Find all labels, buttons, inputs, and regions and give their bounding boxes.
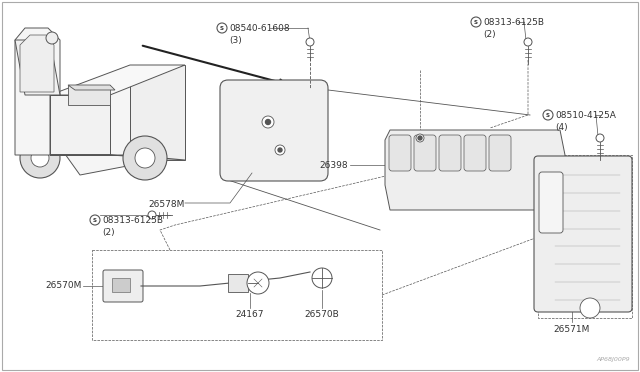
Text: (2): (2): [102, 228, 115, 237]
Circle shape: [31, 149, 49, 167]
Polygon shape: [68, 85, 110, 105]
Circle shape: [312, 268, 332, 288]
Circle shape: [135, 148, 155, 168]
FancyBboxPatch shape: [539, 172, 563, 233]
Polygon shape: [50, 155, 185, 160]
Circle shape: [580, 298, 600, 318]
Text: 08540-61608: 08540-61608: [229, 23, 290, 32]
Circle shape: [471, 17, 481, 27]
Polygon shape: [385, 130, 565, 210]
FancyBboxPatch shape: [103, 270, 143, 302]
FancyBboxPatch shape: [439, 135, 461, 171]
FancyBboxPatch shape: [534, 156, 632, 312]
Text: 08510-4125A: 08510-4125A: [555, 110, 616, 119]
FancyBboxPatch shape: [389, 135, 411, 171]
Circle shape: [266, 119, 271, 125]
Circle shape: [20, 138, 60, 178]
Polygon shape: [130, 65, 185, 160]
Polygon shape: [20, 35, 54, 92]
Polygon shape: [112, 278, 130, 292]
Text: 26578M: 26578M: [148, 200, 184, 209]
Circle shape: [278, 148, 282, 152]
Circle shape: [217, 23, 227, 33]
Circle shape: [46, 32, 58, 44]
Text: AP68J00P9: AP68J00P9: [596, 357, 630, 362]
Polygon shape: [55, 70, 185, 175]
Polygon shape: [15, 40, 60, 95]
Text: S: S: [93, 218, 97, 222]
Text: 24167: 24167: [236, 310, 264, 319]
Text: 08313-6125B: 08313-6125B: [483, 17, 544, 26]
Circle shape: [123, 136, 167, 180]
Circle shape: [275, 145, 285, 155]
Text: (3): (3): [229, 35, 242, 45]
Circle shape: [524, 38, 532, 46]
Polygon shape: [228, 274, 248, 292]
FancyBboxPatch shape: [464, 135, 486, 171]
Circle shape: [262, 116, 274, 128]
Text: S: S: [546, 112, 550, 118]
Text: (2): (2): [483, 29, 495, 38]
Text: S: S: [220, 26, 224, 31]
Polygon shape: [50, 65, 185, 95]
FancyBboxPatch shape: [489, 135, 511, 171]
Text: 26571M: 26571M: [554, 325, 590, 334]
Text: 26570B: 26570B: [305, 310, 339, 319]
Circle shape: [543, 110, 553, 120]
Circle shape: [416, 134, 424, 142]
Text: 08313-6125B: 08313-6125B: [102, 215, 163, 224]
Text: S: S: [474, 19, 478, 25]
Circle shape: [247, 272, 269, 294]
Circle shape: [596, 134, 604, 142]
Polygon shape: [68, 85, 115, 90]
Polygon shape: [50, 95, 110, 155]
FancyBboxPatch shape: [220, 80, 328, 181]
Circle shape: [418, 136, 422, 140]
Text: 26570M: 26570M: [45, 282, 82, 291]
Circle shape: [306, 38, 314, 46]
Circle shape: [148, 211, 156, 219]
Circle shape: [90, 215, 100, 225]
Text: 26398: 26398: [319, 160, 348, 170]
Text: (4): (4): [555, 122, 568, 131]
Polygon shape: [15, 28, 60, 155]
FancyBboxPatch shape: [414, 135, 436, 171]
